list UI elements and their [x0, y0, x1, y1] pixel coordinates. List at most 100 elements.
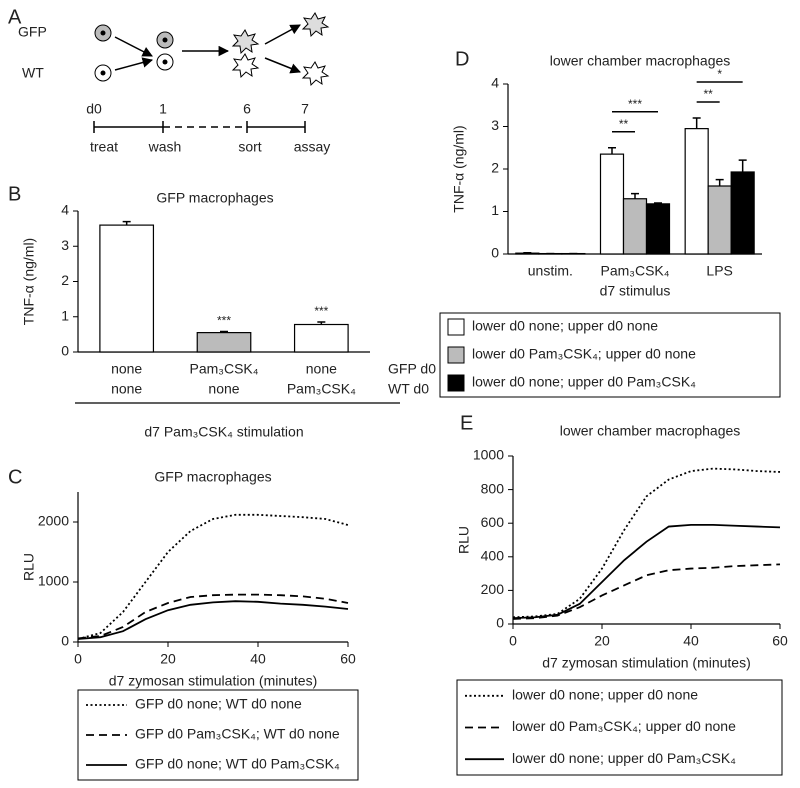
day-label: 1 [159, 101, 167, 117]
y-tick-label: 0 [496, 615, 504, 631]
panel-label: A [8, 6, 22, 28]
timeline-tick [93, 121, 306, 133]
x-tick-label: 60 [772, 633, 788, 649]
legend-swatch [447, 318, 465, 336]
legend-label: lower d0 none; upper d0 Pam₃CSK₄ [472, 374, 696, 390]
series-line [512, 523, 781, 620]
series-line [512, 467, 781, 619]
significance-label: *** [628, 97, 642, 111]
arrow [114, 57, 154, 71]
x-tick-label: Pam₃CSK₄ [190, 361, 259, 377]
value-annotation: *** [314, 304, 328, 318]
macrophage [301, 61, 330, 87]
legend-swatch [447, 346, 465, 364]
legend-label: GFP d0 Pam₃CSK₄; WT d0 none [135, 726, 340, 742]
error-bar [220, 330, 228, 333]
nucleus [162, 59, 168, 65]
y-tick-label: 800 [481, 480, 505, 496]
error-bar [692, 117, 701, 129]
x-tick-label: 0 [509, 633, 517, 649]
y-tick-label: 1000 [473, 447, 504, 463]
panel-label: D [455, 48, 469, 70]
legend-swatch [447, 374, 465, 392]
y-tick-label: 4 [491, 75, 499, 91]
chart-title: GFP macrophages [156, 190, 273, 206]
y-tick-label: 3 [61, 237, 69, 253]
y-tick-label: 0 [61, 633, 69, 649]
error-bar [738, 159, 747, 172]
y-tick-label: 2 [491, 160, 499, 176]
x-tick-label: Pam₃CSK₄ [601, 263, 670, 279]
error-bar [317, 321, 326, 325]
bar [622, 198, 648, 255]
x-tick-label: 0 [74, 651, 82, 667]
significance-label: ** [619, 117, 629, 131]
x-axis-label: d7 Pam₃CSK₄ stimulation [144, 424, 303, 440]
legend-label: lower d0 none; upper d0 Pam₃CSK₄ [512, 750, 736, 766]
step-label: treat [90, 139, 118, 155]
legend-label: GFP d0 none; WT d0 Pam₃CSK₄ [135, 756, 340, 772]
day-label: 6 [243, 101, 251, 117]
bar [707, 185, 732, 255]
y-tick-label: 2000 [38, 513, 69, 529]
x-tick-label: 40 [250, 651, 266, 667]
y-tick-label: 1 [491, 202, 499, 218]
macrophage [231, 29, 260, 55]
x-tick-label: 20 [160, 651, 176, 667]
bar [293, 323, 349, 353]
arrow [264, 57, 301, 74]
macrophage [301, 12, 330, 38]
step-label: wash [148, 139, 182, 155]
x-tick-label: none [306, 361, 337, 377]
bar [730, 171, 755, 255]
x-tick-label: none [111, 381, 142, 397]
row-label: GFP d0 [388, 361, 436, 377]
nucleus [100, 70, 106, 76]
y-axis-label: TNF-α (ng/ml) [21, 238, 37, 325]
x-tick-label: d7 stimulus [600, 283, 671, 299]
y-axis-label: RLU [456, 526, 472, 554]
x-tick-label: Pam₃CSK₄ [287, 381, 356, 397]
row-label: WT d0 [388, 381, 429, 397]
arrow [114, 36, 153, 57]
series-line [77, 513, 349, 640]
legend-box [77, 689, 359, 781]
bar [99, 224, 155, 353]
significance-label: * [717, 67, 722, 81]
y-tick-label: 200 [481, 581, 505, 597]
y-tick-label: 4 [61, 202, 69, 218]
y-axis-label: RLU [21, 553, 37, 581]
diagram: A GFP WT d0 1 6 7 treat wash sort assay [8, 6, 330, 154]
y-tick-label: 1 [61, 307, 69, 323]
y-tick-label: 400 [481, 548, 505, 564]
series-line [77, 593, 349, 640]
x-tick-label: none [111, 361, 142, 377]
x-axis-label: d7 zymosan stimulation (minutes) [109, 673, 318, 689]
day-label: 7 [301, 101, 309, 117]
step-label: sort [238, 139, 261, 155]
legend-label: lower d0 Pam₃CSK₄; upper d0 none [512, 718, 736, 734]
chart-title: lower chamber macrophages [560, 423, 741, 439]
error-bar [631, 192, 639, 199]
bar [599, 153, 625, 255]
legend-box [439, 312, 781, 398]
step-label: assay [294, 139, 331, 155]
y-tick-label: 1000 [38, 573, 69, 589]
error-bar [654, 202, 662, 204]
day-label: d0 [86, 101, 102, 117]
panel-label: B [8, 183, 21, 205]
significance-label: ** [703, 87, 713, 101]
x-tick-label: 20 [594, 633, 610, 649]
bar [684, 128, 709, 255]
series-line [512, 563, 781, 620]
x-tick-label: unstim. [528, 263, 573, 279]
cell-label: WT [22, 65, 44, 81]
y-tick-label: 0 [61, 343, 69, 359]
error-bar [715, 178, 724, 186]
y-tick-label: 0 [491, 245, 499, 261]
y-tick-label: 3 [491, 117, 499, 133]
legend-label: lower d0 Pam₃CSK₄; upper d0 none [472, 346, 696, 362]
x-tick-label: LPS [706, 263, 732, 279]
